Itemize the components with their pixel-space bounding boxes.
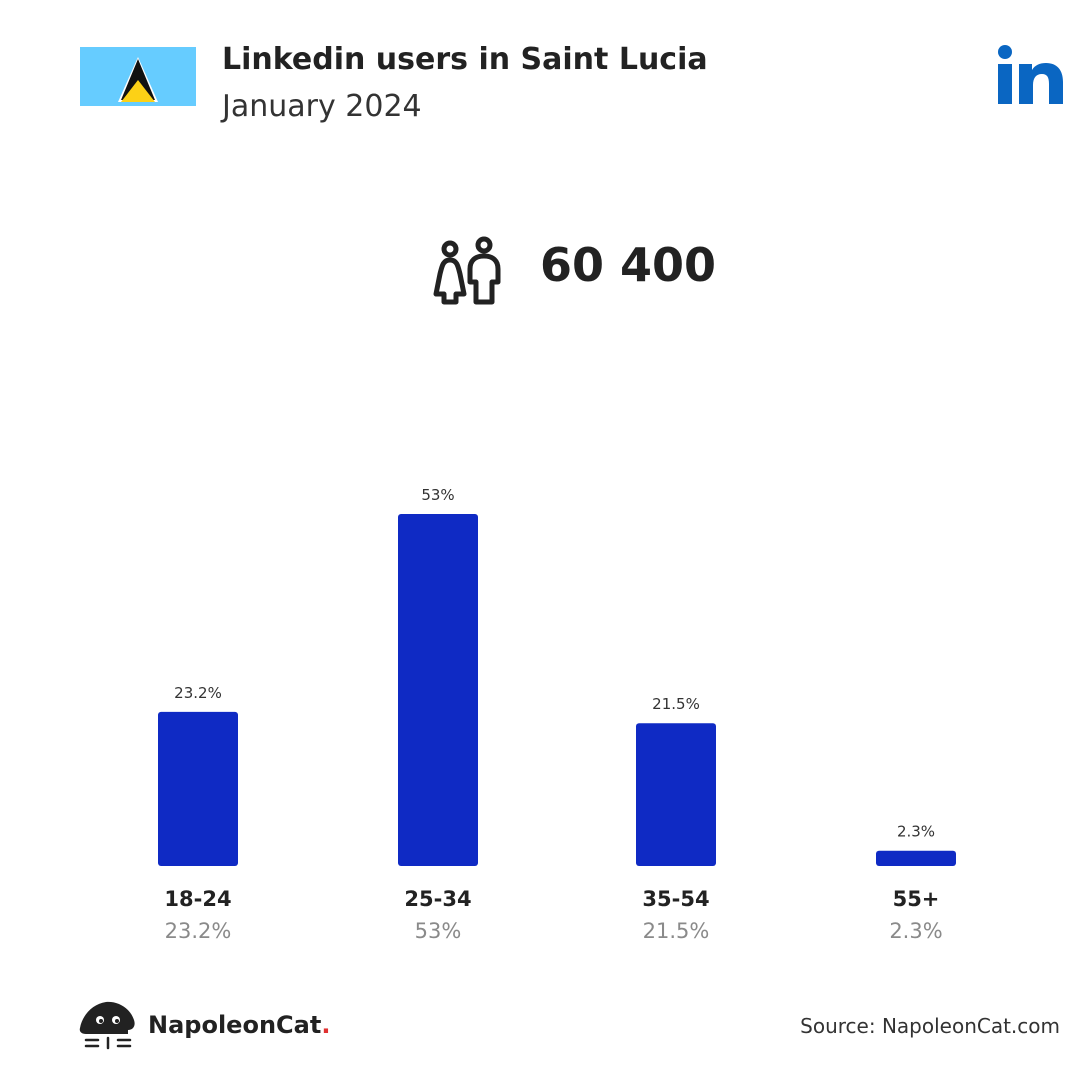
category-percent-35-54: 21.5% xyxy=(643,919,710,943)
footer-brand-name: NapoleonCat. xyxy=(148,1011,330,1039)
category-percent-25-34: 53% xyxy=(415,919,462,943)
category-percent-18-24: 23.2% xyxy=(165,919,232,943)
bar-55+ xyxy=(876,850,956,866)
total-users-count: 60 400 xyxy=(540,238,717,292)
data-label-35-54: 21.5% xyxy=(652,695,700,713)
users-icon xyxy=(433,236,501,305)
bar-25-34 xyxy=(398,514,478,866)
data-label-18-24: 23.2% xyxy=(174,684,222,702)
page-subtitle: January 2024 xyxy=(222,89,422,124)
page-title: Linkedin users in Saint Lucia xyxy=(222,42,708,77)
bar-18-24 xyxy=(158,711,238,866)
footer-brand-dot: . xyxy=(321,1011,331,1039)
bar-35-54 xyxy=(636,723,716,866)
category-percent-55+: 2.3% xyxy=(889,919,942,943)
footer-brand-text: NapoleonCat xyxy=(148,1011,322,1039)
category-label-25-34: 25-34 xyxy=(404,887,471,911)
saint-lucia-flag-icon xyxy=(80,47,196,106)
linkedin-logo-icon xyxy=(998,45,1063,104)
source-credit: Source: NapoleonCat.com xyxy=(800,1014,1060,1038)
data-label-55+: 2.3% xyxy=(897,823,935,841)
data-label-25-34: 53% xyxy=(421,486,454,504)
category-label-18-24: 18-24 xyxy=(164,887,231,911)
napoleoncat-logo-icon xyxy=(79,1001,135,1050)
category-label-35-54: 35-54 xyxy=(642,887,709,911)
category-label-55+: 55+ xyxy=(893,887,940,911)
